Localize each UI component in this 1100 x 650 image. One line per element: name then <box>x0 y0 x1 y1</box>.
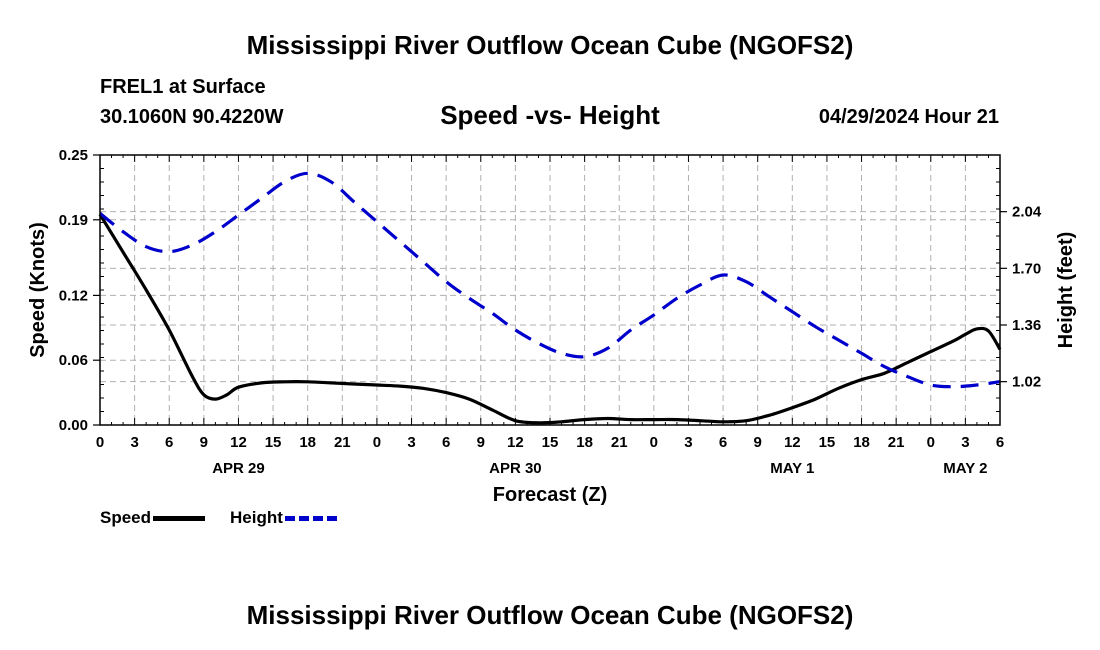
chart: 0 3 6 9 12 15 18 21 0 3 6 9 12 15 18 21 0 3 6 9 12 15 18 21 0 3 6 A… <box>27 147 1077 506</box>
series <box>98 171 1002 425</box>
x-tick-label: 0 <box>96 434 104 451</box>
date-label: MAY 2 <box>943 460 987 477</box>
y-tick-label: 0.25 <box>59 147 88 164</box>
y-tick-label: 0.06 <box>59 352 88 369</box>
y2-tick-label: 1.70 <box>1012 260 1041 277</box>
x-tick-label: 0 <box>927 434 935 451</box>
legend-height-swatch <box>284 516 337 522</box>
x-tick-label: 15 <box>819 434 836 451</box>
y-axis-label: Speed (Knots) <box>27 222 49 358</box>
date-label: APR 29 <box>212 460 265 477</box>
x-tick-label: 18 <box>853 434 870 451</box>
main-title: Mississippi River Outflow Ocean Cube (NG… <box>246 30 854 60</box>
x-tick-label: 3 <box>961 434 969 451</box>
legend-height-label: Height <box>230 508 283 527</box>
station-coordinates: 30.1060N 90.4220W <box>100 106 284 128</box>
legend-speed: Speed <box>100 508 206 528</box>
x-tick-label: 6 <box>442 434 450 451</box>
x-tick-label: 0 <box>650 434 658 451</box>
legend-speed-label: Speed <box>100 508 152 527</box>
x-tick-label: 21 <box>888 434 905 451</box>
y-tick-label: 0.00 <box>59 417 88 434</box>
x-tick-label: 21 <box>334 434 351 451</box>
y2-tick-label: 2.04 <box>1012 204 1042 221</box>
x-tick-label: 15 <box>542 434 559 451</box>
x-tick-label: 3 <box>130 434 138 451</box>
station-label: FREL1 at Surface <box>100 76 266 98</box>
x-axis-label: Forecast (Z) <box>493 484 607 506</box>
x-tick-label: 21 <box>611 434 628 451</box>
x-tick-label: 15 <box>265 434 282 451</box>
x-tick-label: 3 <box>407 434 415 451</box>
x-tick-label: 18 <box>299 434 316 451</box>
y-tick-label: 0.12 <box>59 287 88 304</box>
legend-height: Height <box>230 508 337 528</box>
x-tick-label: 9 <box>754 434 762 451</box>
x-tick-label: 6 <box>719 434 727 451</box>
x-tick-label: 12 <box>507 434 524 451</box>
date-label: MAY 1 <box>770 460 814 477</box>
x-tick-label: 3 <box>684 434 692 451</box>
x-tick-label: 18 <box>576 434 593 451</box>
y2-tick-label: 1.02 <box>1012 374 1041 391</box>
y2-tick-label: 1.36 <box>1012 317 1041 334</box>
grid <box>100 155 1000 425</box>
x-tick-label: 9 <box>477 434 485 451</box>
x-tick-label: 6 <box>165 434 173 451</box>
bottom-title: Mississippi River Outflow Ocean Cube (NG… <box>246 600 854 630</box>
series-height-line <box>98 171 1001 389</box>
plot-frame <box>99 154 1001 426</box>
x-tick-label: 12 <box>230 434 247 451</box>
x-tick-label: 9 <box>200 434 208 451</box>
chart-title: Speed -vs- Height <box>440 100 660 130</box>
forecast-datetime: 04/29/2024 Hour 21 <box>818 106 999 128</box>
date-label: APR 30 <box>489 460 542 477</box>
x-tick-label: 0 <box>373 434 381 451</box>
y-tick-label: 0.19 <box>59 212 88 229</box>
series-speed-line <box>98 213 1002 425</box>
y2-axis-label: Height (feet) <box>1055 232 1077 349</box>
x-tick-label: 12 <box>784 434 801 451</box>
x-tick-label: 6 <box>996 434 1004 451</box>
legend-speed-swatch <box>153 516 206 522</box>
